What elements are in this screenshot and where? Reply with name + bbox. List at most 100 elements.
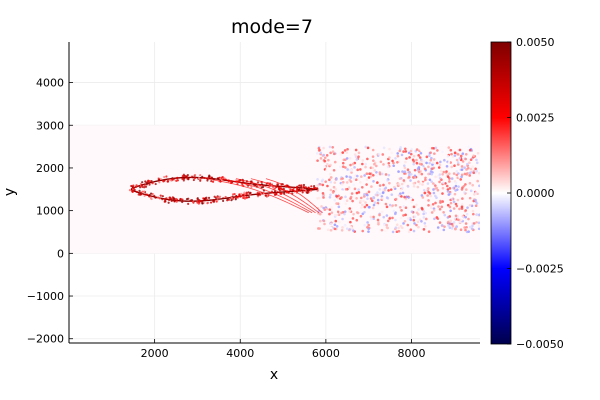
upper-lobe-point	[260, 186, 263, 189]
wake-point	[400, 182, 404, 186]
wake-point	[351, 217, 355, 220]
wake-point	[329, 228, 333, 232]
wake-point	[355, 191, 359, 195]
wake-point	[367, 176, 371, 179]
wake-point	[323, 156, 327, 160]
wake-point	[359, 214, 363, 218]
wake-point	[404, 213, 407, 217]
lower-lobe-point	[173, 200, 176, 203]
wake-point	[361, 229, 365, 233]
wake-point	[455, 204, 459, 208]
wake-point	[476, 151, 480, 155]
wake-point	[326, 184, 329, 188]
wake-point	[413, 168, 417, 172]
wake-point	[463, 191, 466, 194]
wake-point	[354, 148, 358, 152]
upper-lobe-point	[211, 180, 215, 183]
wake-point	[424, 164, 427, 167]
wake-point	[455, 225, 458, 228]
wake-point	[370, 217, 373, 221]
wake-point	[362, 195, 366, 198]
wake-point	[382, 163, 385, 166]
wake-point	[375, 164, 378, 168]
wake-point	[458, 148, 462, 152]
wake-point	[356, 180, 360, 184]
wake-point	[418, 162, 422, 166]
upper-lobe-point	[257, 185, 260, 188]
upper-lobe-point	[203, 176, 206, 180]
wake-point	[475, 161, 479, 165]
lower-lobe-point	[175, 200, 178, 203]
wake-point	[394, 197, 398, 201]
wake-point	[463, 226, 466, 229]
wake-point	[318, 212, 322, 216]
wake-point	[329, 193, 332, 197]
wake-point	[399, 216, 403, 220]
wake-point	[400, 153, 404, 157]
lower-lobe-point	[170, 197, 173, 200]
wake-point	[446, 188, 450, 191]
wake-point	[448, 226, 452, 230]
wake-point	[353, 187, 357, 191]
wake-point	[474, 167, 477, 171]
wake-point	[446, 175, 450, 179]
wake-point	[348, 207, 352, 210]
wake-point	[456, 153, 460, 156]
lower-lobe-point	[179, 198, 182, 201]
wake-point	[328, 145, 332, 149]
wake-point	[473, 193, 476, 196]
wake-point	[436, 149, 439, 152]
wake-point	[328, 208, 332, 211]
wake-point	[421, 207, 424, 211]
wake-point	[372, 203, 376, 207]
wake-point	[427, 199, 430, 202]
wake-point	[440, 178, 443, 182]
wake-point	[431, 161, 435, 164]
wake-point	[343, 149, 347, 152]
lower-lobe-point	[165, 197, 168, 200]
wake-point	[445, 184, 449, 188]
wake-point	[341, 151, 345, 154]
wake-point	[412, 205, 416, 209]
lower-lobe-point	[185, 197, 189, 201]
wake-point	[459, 178, 463, 181]
lower-lobe-point	[244, 193, 247, 196]
colorbar-ticks: 0.0050 0.0025 0.0000 −0.0025 −0.0050	[507, 36, 564, 351]
lower-lobe-point	[236, 196, 239, 199]
wake-point	[359, 180, 362, 184]
wake-point	[463, 166, 466, 170]
upper-lobe-point	[199, 179, 202, 182]
wake-point	[382, 215, 386, 219]
wake-point	[474, 198, 477, 202]
wake-point	[366, 221, 369, 224]
wake-point	[402, 164, 406, 167]
wake-point	[361, 203, 364, 207]
wake-point	[380, 148, 384, 152]
wake-point	[438, 173, 442, 176]
wake-point	[471, 165, 474, 168]
lower-lobe-point	[248, 192, 252, 195]
wake-point	[378, 213, 381, 217]
wake-point	[331, 146, 335, 149]
wake-point	[385, 205, 389, 209]
wake-point	[441, 186, 445, 190]
wake-point	[474, 191, 477, 194]
wake-point	[316, 184, 320, 187]
wake-point	[319, 157, 323, 160]
wake-point	[317, 146, 321, 150]
upper-lobe-point	[165, 175, 168, 178]
wake-point	[429, 151, 432, 154]
wake-point	[461, 186, 464, 189]
wake-point	[468, 174, 471, 177]
wake-point	[450, 222, 454, 226]
wake-point	[415, 148, 419, 151]
upper-lobe-point	[304, 186, 307, 189]
lower-lobe-point	[175, 197, 178, 201]
wake-point	[427, 172, 430, 176]
wake-point	[454, 214, 458, 218]
upper-lobe-point	[183, 177, 186, 180]
wake-point	[447, 146, 451, 149]
wake-point	[442, 181, 445, 185]
wake-point	[376, 191, 379, 194]
wake-point	[423, 191, 427, 195]
